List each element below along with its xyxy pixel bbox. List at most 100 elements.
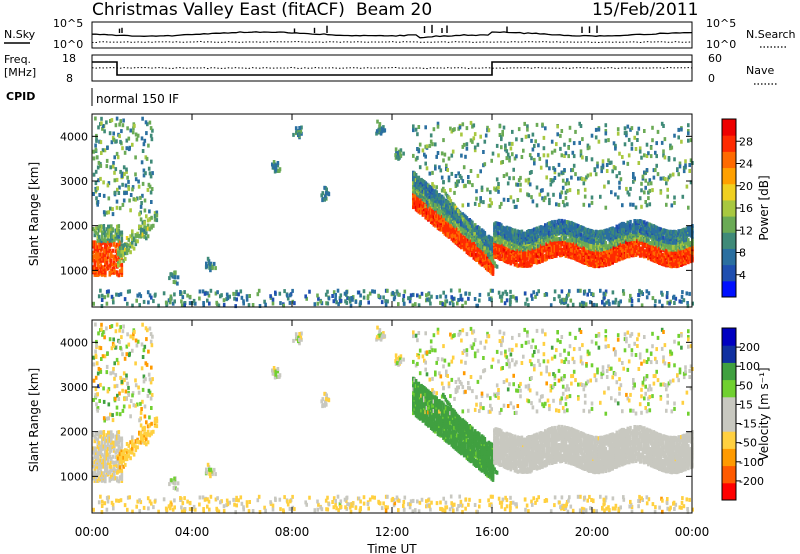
power-cell bbox=[445, 200, 448, 205]
power-cell bbox=[615, 174, 619, 179]
power-cell bbox=[491, 288, 494, 293]
power-cell bbox=[522, 231, 525, 236]
power-cell bbox=[597, 243, 601, 248]
power-cell bbox=[592, 302, 596, 307]
date-title: 15/Feb/2011 bbox=[592, 0, 698, 20]
power-cell bbox=[615, 248, 619, 253]
power-cell bbox=[557, 223, 561, 228]
power-cell bbox=[577, 247, 580, 252]
power-cell bbox=[612, 245, 616, 250]
power-cell bbox=[493, 254, 496, 259]
power-cell bbox=[526, 124, 529, 129]
power-cell bbox=[665, 239, 668, 244]
power-cell bbox=[574, 233, 577, 238]
power-cell bbox=[98, 234, 101, 239]
power-cell bbox=[465, 221, 469, 226]
power-cell bbox=[453, 210, 456, 215]
power-cell bbox=[656, 247, 660, 252]
power-cell bbox=[294, 126, 298, 131]
power-cell bbox=[645, 221, 649, 226]
power-cell bbox=[110, 271, 113, 276]
power-cell bbox=[153, 217, 157, 222]
power-cell bbox=[135, 137, 139, 142]
power-cell bbox=[645, 230, 649, 235]
power-cell bbox=[498, 254, 502, 259]
power-cell bbox=[498, 294, 502, 299]
power-cell bbox=[588, 248, 591, 253]
power-cell bbox=[627, 153, 631, 158]
power-cell bbox=[599, 233, 602, 238]
power-cell bbox=[107, 241, 110, 245]
power-cell bbox=[616, 127, 620, 132]
velocity-cell bbox=[93, 468, 97, 473]
power-cell bbox=[478, 298, 481, 303]
power-cell bbox=[656, 231, 660, 236]
power-cell bbox=[629, 219, 632, 224]
power-cell bbox=[235, 289, 238, 294]
power-cell bbox=[427, 183, 430, 188]
power-cell bbox=[413, 190, 416, 195]
power-cell bbox=[349, 303, 353, 308]
power-cell bbox=[610, 237, 613, 242]
power-cell bbox=[99, 267, 103, 271]
power-cell bbox=[412, 153, 415, 158]
power-cell bbox=[490, 158, 493, 163]
power-cell bbox=[107, 289, 110, 294]
power-cell bbox=[531, 296, 534, 301]
velocity-cell bbox=[93, 446, 97, 451]
power-cell bbox=[542, 237, 546, 242]
power-cell bbox=[640, 188, 643, 193]
power-cell bbox=[541, 235, 544, 240]
power-cell bbox=[662, 235, 665, 240]
power-cell bbox=[417, 125, 421, 129]
nave-line bbox=[91, 66, 693, 70]
power-cell bbox=[143, 234, 146, 239]
power-cell bbox=[656, 129, 660, 134]
velocity-cell bbox=[96, 456, 100, 461]
power-cell bbox=[687, 123, 690, 128]
power-cell bbox=[638, 288, 641, 293]
power-cell bbox=[368, 291, 372, 296]
power-cell bbox=[105, 243, 109, 248]
power-cell bbox=[656, 253, 660, 258]
power-cell bbox=[493, 227, 496, 232]
power-cell bbox=[601, 258, 605, 262]
power-cell bbox=[638, 225, 642, 230]
power-cell bbox=[471, 224, 474, 229]
power-cell bbox=[132, 126, 135, 131]
power-cell bbox=[691, 301, 694, 306]
power-cell bbox=[413, 195, 416, 200]
power-cell bbox=[541, 252, 544, 257]
power-cell bbox=[527, 263, 531, 268]
power-cell bbox=[548, 248, 551, 253]
power-cell bbox=[497, 222, 500, 226]
power-cell bbox=[120, 129, 123, 134]
power-cell bbox=[500, 160, 503, 165]
power-cell bbox=[435, 190, 438, 195]
power-cell bbox=[412, 174, 415, 179]
power-cell bbox=[134, 197, 137, 202]
power-cell bbox=[436, 209, 440, 214]
power-cell bbox=[442, 200, 445, 205]
power-cell bbox=[647, 250, 650, 255]
power-cell bbox=[467, 296, 470, 301]
power-cell bbox=[99, 263, 103, 268]
power-cell bbox=[544, 253, 547, 258]
power-cell bbox=[502, 240, 506, 245]
power-cell bbox=[559, 146, 562, 151]
power-cell bbox=[588, 255, 591, 260]
power-cell bbox=[676, 262, 679, 266]
power-cell bbox=[110, 226, 113, 231]
power-cell bbox=[634, 147, 638, 151]
power-cell bbox=[93, 262, 97, 267]
power-cell bbox=[483, 240, 487, 244]
power-cell bbox=[107, 228, 110, 233]
power-cell bbox=[571, 302, 575, 307]
power-cell bbox=[548, 197, 551, 202]
power-cell bbox=[522, 254, 525, 259]
power-cell bbox=[93, 233, 97, 238]
power-cell bbox=[629, 293, 632, 298]
power-cell bbox=[594, 127, 598, 132]
power-cell bbox=[493, 261, 496, 266]
power-cell bbox=[581, 249, 584, 254]
